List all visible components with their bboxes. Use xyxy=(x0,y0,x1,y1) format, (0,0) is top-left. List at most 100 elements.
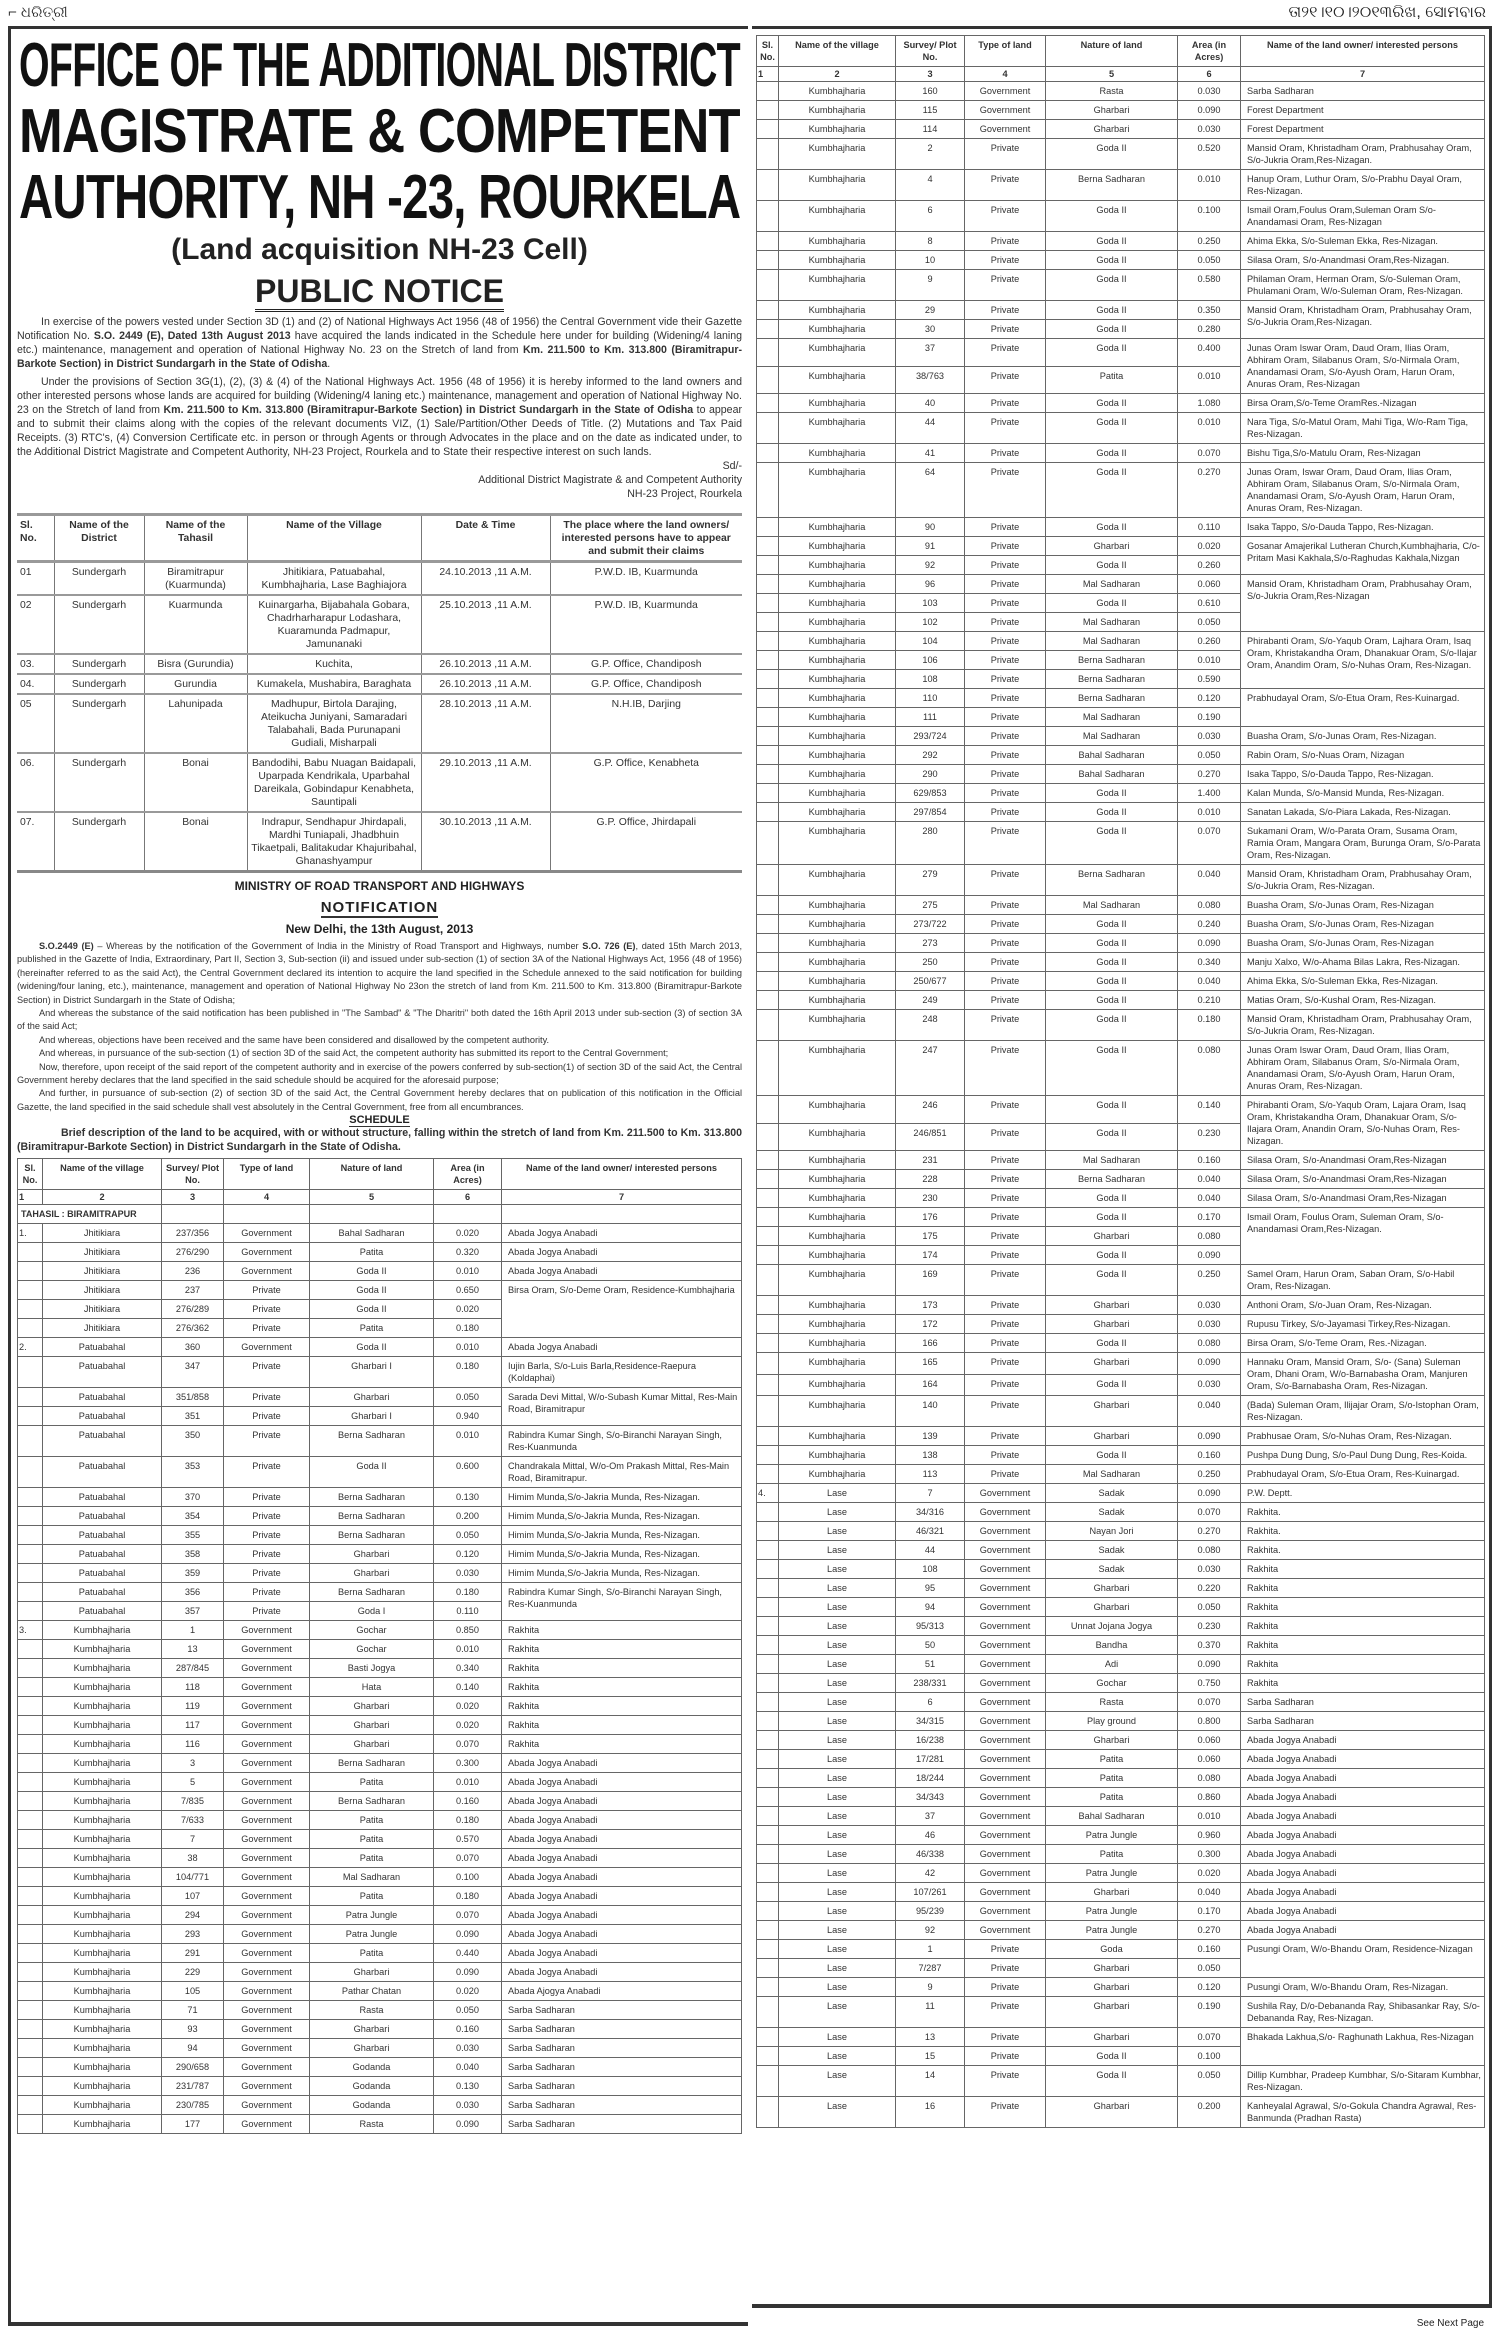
owner-cell: Rakhita xyxy=(1240,1578,1485,1598)
table-cell: 07. xyxy=(17,811,54,872)
table-cell: Kumbhajharia xyxy=(778,864,896,896)
table-cell: 0.100 xyxy=(1177,200,1241,232)
table-cell: Kumbhajharia xyxy=(778,1395,896,1427)
table-cell: Kumbhajharia xyxy=(42,1753,162,1774)
table-cell: Kumbhajharia xyxy=(778,631,896,651)
table-cell: 104/771 xyxy=(161,1867,224,1888)
table-cell: Government xyxy=(964,81,1046,101)
table-cell: Private xyxy=(223,1525,310,1546)
table-cell: 0.250 xyxy=(1177,231,1241,251)
table-row: Lase 1 Private Goda 0.160 Pusungi Oram, W/o-B… xyxy=(756,1939,1485,1978)
table-cell: Kumbhajharia xyxy=(778,100,896,120)
table-row: Kumbhajharia 230 Private Goda II 0.040 Silasa… xyxy=(756,1188,1485,1208)
table-cell: Gurundia xyxy=(143,673,247,694)
table-cell: 0.070 xyxy=(433,1734,502,1755)
table-cell: Kumbhajharia xyxy=(778,1226,896,1246)
table-cell: Government xyxy=(223,2019,310,2040)
table-cell: Kumbhajharia xyxy=(778,1207,896,1227)
table-cell: 248 xyxy=(895,1009,965,1041)
table-cell: P.W.D. IB, Kuarmunda xyxy=(549,560,742,595)
owner-cell: Isaka Tappo, S/o-Dauda Tappo, Res-Nizaga… xyxy=(1240,764,1485,784)
table-cell: Private xyxy=(964,1207,1046,1227)
table-cell: 0.050 xyxy=(433,1387,502,1408)
table-cell xyxy=(17,1867,43,1888)
table-cell: Lase xyxy=(778,1825,896,1845)
table-cell: Kumbhajharia xyxy=(778,688,896,708)
owner-cell: Abada Jogya Anabadi xyxy=(1240,1825,1485,1845)
table-cell: 176 xyxy=(895,1207,965,1227)
owner-cell: Abada Jogya Anabadi xyxy=(1240,1787,1485,1807)
owner-cell: Manju Xalxo, W/o-Ahama Bilas Lakra, Res-… xyxy=(1240,952,1485,972)
table-cell: Patita xyxy=(309,1318,434,1339)
table-cell: Gochar xyxy=(1045,1673,1178,1693)
table-row: Kumbhajharia 231/787 Government Godanda 0.13… xyxy=(17,2076,742,2097)
table-cell xyxy=(756,707,779,727)
table-cell: Gharbari xyxy=(1045,1882,1178,1902)
table-cell: Private xyxy=(964,269,1046,301)
table-cell: Goda II xyxy=(309,1299,434,1320)
table-cell: Government xyxy=(964,1920,1046,1940)
table-cell: Government xyxy=(223,2095,310,2116)
owner-cell: Sarba Sadharan xyxy=(501,2076,742,2097)
table-cell: Government xyxy=(223,1658,310,1679)
table-cell: 37 xyxy=(895,1806,965,1826)
owner-cell: Abada Jogya Anabadi xyxy=(1240,1730,1485,1750)
table-cell xyxy=(756,783,779,803)
title-line: AUTHORITY, NH -23, ROURKELA xyxy=(17,165,742,231)
column-number: 3 xyxy=(161,1189,224,1206)
table-cell: 118 xyxy=(161,1677,224,1698)
table-cell: 0.120 xyxy=(1177,688,1241,708)
table-cell: Patra Jungle xyxy=(1045,1863,1178,1883)
table-cell xyxy=(756,100,779,120)
table-cell: 0.250 xyxy=(1177,1264,1241,1296)
table-cell xyxy=(756,821,779,865)
table-cell xyxy=(17,1425,43,1458)
text-run: to appear and to submit their claims alo… xyxy=(17,404,742,458)
title-line-text: MAGISTRATE & COMPETENT xyxy=(19,99,741,165)
heading-text: PUBLIC NOTICE xyxy=(255,273,504,312)
table-cell: Goda II xyxy=(1045,1009,1178,1041)
table-cell: P.W.D. IB, Kuarmunda xyxy=(549,594,742,654)
table-row: Lase 16/238 Government Gharbari 0.060 Abada J… xyxy=(756,1730,1485,1750)
table-cell: Government xyxy=(223,1242,310,1263)
table-cell: Patita xyxy=(309,1829,434,1850)
table-cell: Private xyxy=(223,1506,310,1527)
table-cell xyxy=(756,1920,779,1940)
table-cell: 0.180 xyxy=(1177,1009,1241,1041)
table-cell: 0.800 xyxy=(1177,1711,1241,1731)
table-row: Lase 46/338 Government Patita 0.300 Abada Jog… xyxy=(756,1844,1485,1864)
table-cell: Bahal Sadharan xyxy=(1045,745,1178,765)
table-cell: 0.040 xyxy=(1177,864,1241,896)
table-cell: Private xyxy=(964,365,1046,394)
table-cell: Kumbhajharia xyxy=(778,269,896,301)
table-cell: 17/281 xyxy=(895,1749,965,1769)
table-cell: Patita xyxy=(1045,1844,1178,1864)
table-cell: 117 xyxy=(161,1715,224,1736)
table-cell xyxy=(756,864,779,896)
table-row: Kumbhajharia 275 Private Mal Sadharan 0.080 B… xyxy=(756,895,1485,915)
text-run: S.O. 726 (E) xyxy=(582,941,636,951)
table-cell: 0.610 xyxy=(1177,593,1241,613)
table-cell: 629/853 xyxy=(895,783,965,803)
table-cell: 360 xyxy=(161,1337,224,1358)
table-cell xyxy=(17,1456,43,1489)
table-cell: Kumbhajharia xyxy=(778,443,896,463)
table-cell: 138 xyxy=(895,1445,965,1465)
table-cell: Kumbhajharia xyxy=(778,1426,896,1446)
table-cell: Private xyxy=(223,1544,310,1565)
table-cell: Patra Jungle xyxy=(1045,1920,1178,1940)
table-cell xyxy=(17,1487,43,1508)
table-row: Patuabahal 356 Private Berna Sadharan 0.180 R… xyxy=(17,1582,742,1622)
table-cell xyxy=(756,802,779,822)
table-cell: 106 xyxy=(895,650,965,670)
table-cell: Kumbhajharia xyxy=(778,1333,896,1353)
table-cell: 0.180 xyxy=(433,1886,502,1907)
table-row: Kumbhajharia 293/724 Private Mal Sadharan 0.… xyxy=(756,726,1485,746)
paragraph: Now, therefore, upon receipt of the said… xyxy=(17,1061,742,1088)
table-cell: Patita xyxy=(1045,365,1178,394)
table-cell: Patita xyxy=(1045,1787,1178,1807)
table-cell: 37 xyxy=(895,338,965,367)
table-cell: Bonai xyxy=(143,752,247,812)
table-row: Lase 92 Government Patra Jungle 0.270 Abada J… xyxy=(756,1920,1485,1940)
table-cell: Kumakela, Mushabira, Baraghata xyxy=(246,673,421,694)
